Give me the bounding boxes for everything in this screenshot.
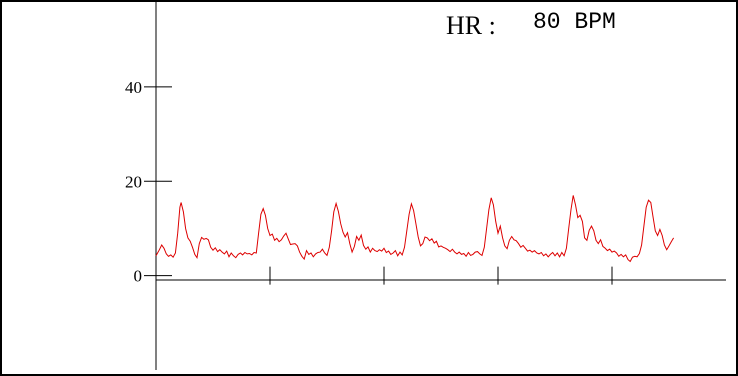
- ecg-trace-line: [155, 195, 675, 263]
- x-ticks: [269, 266, 613, 285]
- y-tick-label: 40: [125, 78, 142, 97]
- hr-value: 80 BPM: [533, 9, 616, 35]
- hr-label: HR :: [446, 11, 496, 40]
- y-tick-label: 20: [125, 172, 142, 191]
- y-tick-label: 0: [134, 267, 143, 286]
- y-ticks: 0 20 40: [125, 78, 172, 286]
